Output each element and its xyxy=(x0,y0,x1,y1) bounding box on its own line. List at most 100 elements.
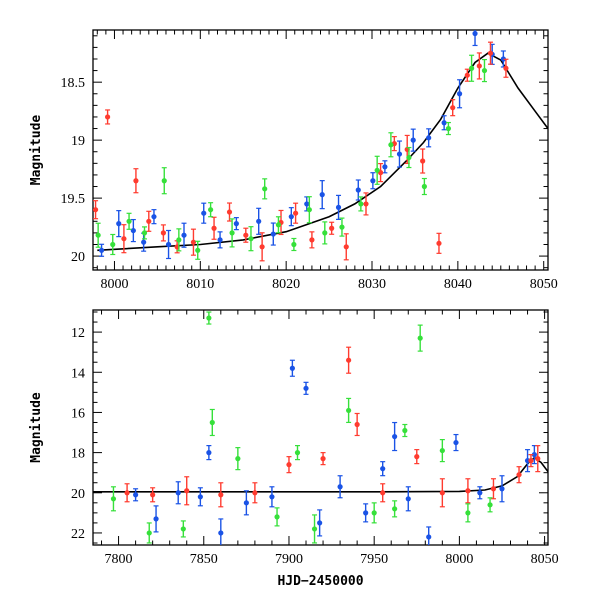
x-tick-label: 8000 xyxy=(445,552,473,567)
data-point xyxy=(226,209,233,215)
data-point xyxy=(133,178,139,184)
data-point xyxy=(206,315,212,321)
data-point xyxy=(126,218,132,224)
data-point xyxy=(181,232,187,238)
data-point xyxy=(410,137,416,143)
data-point xyxy=(503,65,509,71)
plot-frame xyxy=(92,309,549,546)
data-point xyxy=(465,488,471,494)
data-point xyxy=(477,490,483,496)
data-point xyxy=(317,520,323,526)
y-tick-label: 14 xyxy=(71,366,85,381)
data-point xyxy=(259,244,265,250)
data-layer xyxy=(93,311,548,545)
data-point xyxy=(294,450,301,456)
data-point xyxy=(363,510,369,516)
data-point xyxy=(165,241,172,248)
data-point xyxy=(288,214,294,220)
data-point xyxy=(176,237,182,243)
data-point xyxy=(464,72,470,78)
y-tick-label: 18 xyxy=(71,447,85,462)
data-point xyxy=(311,526,318,532)
x-tick-label: 7850 xyxy=(190,552,218,567)
data-point xyxy=(95,232,101,238)
y-tick-label: 20 xyxy=(71,250,85,265)
data-point xyxy=(256,218,262,224)
x-tick-label: 8010 xyxy=(186,277,214,292)
data-point xyxy=(262,186,268,192)
data-point xyxy=(252,490,258,496)
data-point xyxy=(274,514,280,520)
data-point xyxy=(346,357,352,363)
y-tick-label: 20 xyxy=(71,487,85,502)
data-point xyxy=(306,207,312,213)
data-point xyxy=(218,492,224,498)
data-point xyxy=(275,222,282,228)
data-point xyxy=(426,135,432,141)
data-point xyxy=(286,462,292,468)
y-tick-label: 22 xyxy=(71,527,85,542)
data-point xyxy=(405,496,411,502)
model-fit-curve xyxy=(97,52,548,252)
data-point xyxy=(476,63,482,69)
data-point xyxy=(197,494,203,500)
x-tick-label: 8050 xyxy=(531,552,559,567)
data-point xyxy=(320,456,326,462)
data-point xyxy=(110,241,116,248)
data-point xyxy=(343,244,349,250)
data-point xyxy=(124,490,130,496)
top-panel-zoom: 8000 8010 8020 8030 8040 8050 18.5 19 19.5 20 Magn… xyxy=(29,29,558,292)
data-point xyxy=(217,237,223,243)
data-point xyxy=(233,221,239,227)
data-point xyxy=(487,50,494,56)
data-point xyxy=(392,433,398,440)
data-point xyxy=(248,236,254,242)
data-point xyxy=(116,221,122,227)
x-tick-label: 8030 xyxy=(358,277,386,292)
data-point xyxy=(269,494,275,500)
data-point xyxy=(363,201,369,207)
data-point xyxy=(374,167,380,173)
data-point xyxy=(150,492,156,498)
data-point xyxy=(490,486,497,492)
data-point xyxy=(270,231,276,237)
data-point xyxy=(392,506,398,512)
data-point xyxy=(445,125,452,132)
data-point xyxy=(121,236,127,242)
data-point xyxy=(441,120,447,126)
data-point xyxy=(243,500,249,506)
y-tick-label: 18.5 xyxy=(61,76,86,91)
x-tick-label: 7950 xyxy=(360,552,388,567)
x-tick-label: 8050 xyxy=(530,277,558,292)
data-point xyxy=(133,492,139,498)
data-point xyxy=(208,207,214,213)
data-point xyxy=(235,456,241,462)
y-tick-label: 16 xyxy=(71,406,85,421)
data-point xyxy=(130,227,136,234)
data-point xyxy=(141,230,148,236)
data-point xyxy=(380,466,386,472)
data-point xyxy=(402,427,408,434)
data-point xyxy=(153,516,159,522)
data-point xyxy=(146,530,152,536)
data-point xyxy=(516,472,522,478)
data-point xyxy=(211,225,217,231)
data-point xyxy=(337,484,343,490)
data-point xyxy=(420,158,426,164)
data-point xyxy=(180,526,186,532)
data-point xyxy=(289,365,295,371)
data-point xyxy=(453,439,459,446)
data-point xyxy=(93,207,99,213)
x-tick-label: 8000 xyxy=(100,277,128,292)
data-point xyxy=(531,452,537,458)
data-point xyxy=(190,239,197,245)
data-point xyxy=(439,447,445,454)
data-point xyxy=(450,105,456,111)
data-point xyxy=(293,210,299,216)
x-axis-title: HJD−2450000 xyxy=(277,574,363,589)
data-point xyxy=(218,530,224,536)
data-point xyxy=(322,230,328,236)
data-point xyxy=(406,154,412,161)
data-point xyxy=(339,224,345,230)
y-tick-label: 12 xyxy=(71,326,85,341)
